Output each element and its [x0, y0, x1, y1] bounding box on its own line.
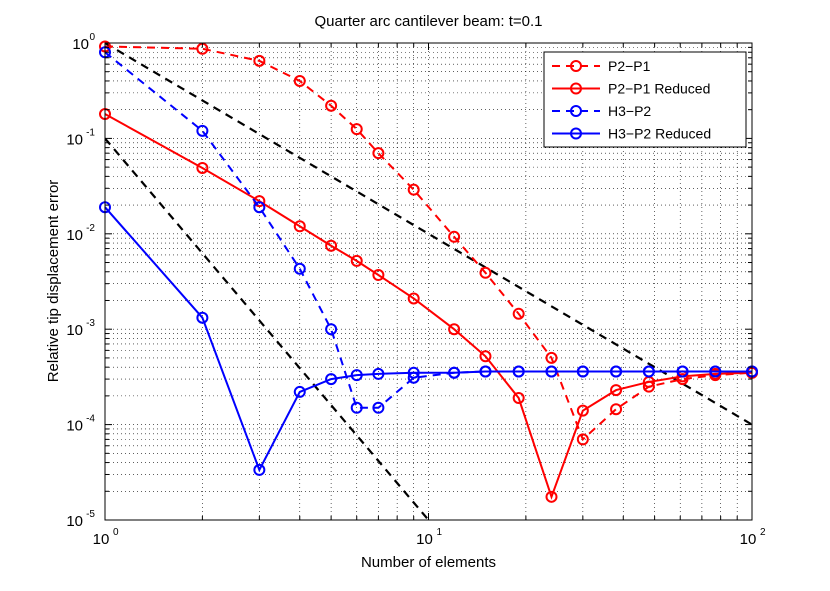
data-point	[512, 307, 525, 320]
data-point	[325, 373, 338, 386]
data-point	[448, 323, 461, 336]
data-point	[293, 74, 306, 87]
y-tick-label-exponent: -1	[86, 127, 95, 138]
legend-marker	[570, 105, 582, 117]
data-point	[372, 147, 385, 160]
legend-marker	[570, 127, 582, 140]
data-point	[325, 323, 338, 336]
legend-box	[543, 51, 747, 148]
data-point	[576, 365, 589, 378]
data-point	[610, 384, 623, 397]
x-tick-label-exponent: 2	[760, 527, 766, 538]
data-point	[372, 268, 385, 281]
data-point	[642, 365, 655, 378]
data-point	[196, 124, 209, 137]
legend-item: P2−P1	[552, 58, 651, 74]
data-point	[350, 123, 363, 136]
data-point	[448, 366, 461, 379]
legend-label: H3−P2 Reduced	[608, 126, 711, 142]
data-point	[325, 99, 338, 112]
data-point	[293, 220, 306, 233]
chart-title: Quarter arc cantilever beam: t=0.1	[314, 13, 542, 30]
data-point	[479, 365, 492, 378]
data-point	[709, 365, 722, 378]
data-point	[293, 262, 306, 275]
data-point	[196, 161, 209, 174]
legend-item: P2−P1 Reduced	[552, 81, 710, 97]
y-tick-label: 10	[66, 131, 83, 148]
y-tick-label-exponent: -4	[86, 414, 95, 425]
data-point	[253, 201, 266, 214]
series-group	[99, 40, 758, 503]
data-point	[479, 266, 492, 279]
x-tick-label: 10	[93, 531, 110, 548]
data-point	[293, 385, 306, 398]
data-point	[253, 54, 266, 67]
x-tick-label-exponent: 1	[437, 527, 443, 538]
data-point	[350, 369, 363, 382]
data-point	[407, 366, 420, 379]
legend-label: P2−P1 Reduced	[608, 81, 710, 97]
data-point	[372, 401, 385, 414]
data-point	[512, 365, 525, 378]
data-point	[372, 367, 385, 380]
data-point	[325, 239, 338, 252]
y-tick-label-exponent: -3	[86, 318, 95, 329]
y-tick-label: 10	[66, 322, 83, 339]
data-point	[512, 392, 525, 405]
x-tick-label: 10	[740, 531, 757, 548]
legend: P2−P1 P2−P1 Reduced H3−P2 H3−P2 Reduced	[543, 51, 747, 148]
y-tick-label: 10	[66, 418, 83, 435]
y-tick-label-exponent: 0	[89, 32, 95, 43]
legend-label: P2−P1	[608, 58, 651, 74]
y-axis-label: Relative tip displacement error	[45, 180, 62, 383]
data-point	[407, 183, 420, 196]
data-point	[196, 311, 209, 324]
series-line	[104, 51, 752, 409]
data-point	[676, 365, 689, 378]
data-point	[576, 404, 589, 417]
data-point	[610, 365, 623, 378]
data-point	[448, 230, 461, 243]
data-point	[350, 254, 363, 267]
data-point	[610, 403, 623, 416]
legend-marker	[570, 82, 582, 95]
y-tick-label-exponent: -5	[86, 509, 95, 520]
x-axis-label: Number of elements	[361, 554, 496, 571]
y-tick-label: 10	[66, 227, 83, 244]
data-point	[545, 351, 558, 364]
data-point	[407, 292, 420, 305]
data-point	[545, 490, 558, 503]
x-tick-label-exponent: 0	[113, 527, 119, 538]
data-point	[350, 401, 363, 414]
data-point	[479, 350, 492, 363]
x-tick-label: 10	[416, 531, 433, 548]
y-tick-label: 10	[66, 513, 83, 530]
legend-item: H3−P2 Reduced	[552, 126, 711, 142]
data-point	[576, 433, 589, 446]
legend-marker	[570, 60, 582, 72]
legend-label: H3−P2	[608, 103, 651, 119]
data-point	[545, 365, 558, 378]
y-tick-label: 10	[72, 36, 89, 53]
data-point	[253, 463, 266, 476]
series-4	[99, 201, 758, 476]
legend-item: H3−P2	[552, 103, 651, 119]
y-tick-label-exponent: -2	[86, 223, 95, 234]
